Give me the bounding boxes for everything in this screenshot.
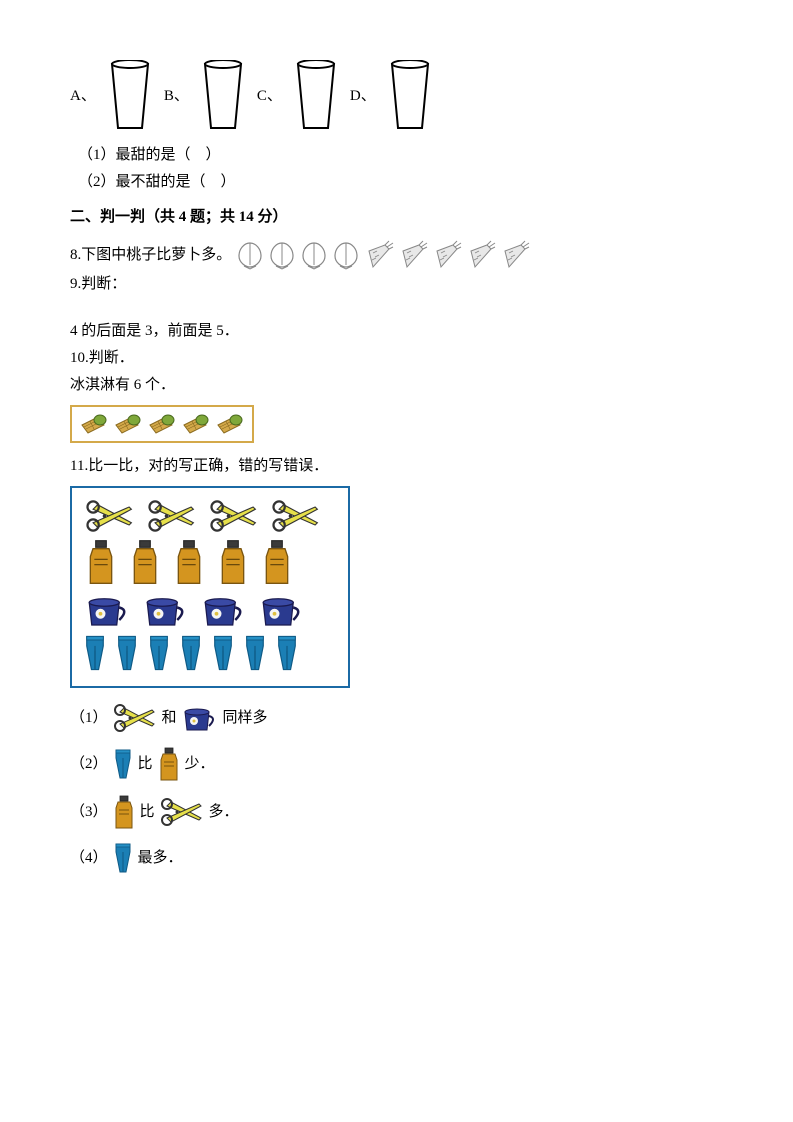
carrot-icon [397,240,429,270]
q8-text: 8.下图中桃子比萝卜多。 [70,242,231,269]
scissors-icon [112,702,158,734]
q11-s1c: 同样多 [223,705,268,732]
icecream-box [70,405,254,443]
bluecup-icon [181,702,219,734]
peach-icon [299,239,329,271]
q11-s1b: 和 [162,705,177,732]
bottle-icon [258,538,296,586]
cup-label-a: A、 [70,83,96,110]
bottle-icon [82,538,120,586]
q11-s1a: （1） [70,705,108,732]
q-cups-1: （1）最甜的是（ ） [78,142,723,169]
pants-icon [114,634,140,672]
pants-icon [112,842,134,874]
bottles-row [82,538,338,586]
q11-sub1: （1） 和 同样多 [70,702,723,734]
compare-box [70,486,350,688]
peach-icon [267,239,297,271]
q8-row: 8.下图中桃子比萝卜多。 [70,239,723,271]
q11-s2a: （2） [70,751,108,778]
pants-icon [146,634,172,672]
scissors-icon [268,498,324,534]
cups-row [82,590,338,630]
q11-s2c: 少． [185,751,215,778]
peach-icon [331,239,361,271]
q9-line2: 4 的后面是 3，前面是 5． [70,318,723,345]
cup-options-row: A、 B、 C、 D、 [70,60,723,132]
pants-icon [178,634,204,672]
bottle-icon [170,538,208,586]
carrot-icon [499,240,531,270]
scissors-icon [82,498,138,534]
q9-line1: 9.判断： [70,271,723,298]
scissors-icon [206,498,262,534]
icecream-icon [214,411,246,437]
bottle-icon [157,746,181,782]
bottle-icon [214,538,252,586]
bluecup-icon [198,590,250,630]
q11-s3c: 多． [209,799,239,826]
q11-s3a: （3） [70,799,108,826]
cup-label-c: C、 [257,83,282,110]
cup-label-d: D、 [350,83,376,110]
scissors-row [82,498,338,534]
scissors-icon [159,796,205,828]
cup-label-b: B、 [164,83,189,110]
q-cups-2: （2）最不甜的是（ ） [78,169,723,196]
q11-sub2: （2） 比 少． [70,746,723,782]
bluecup-icon [140,590,192,630]
q11-s4a: （4） [70,845,108,872]
cup-a-icon [106,60,154,132]
bottle-icon [112,794,136,830]
section-2-header: 二、判一判（共 4 题；共 14 分） [70,204,723,231]
pants-icon [82,634,108,672]
scissors-icon [144,498,200,534]
q10-line2: 冰淇淋有 6 个． [70,372,723,399]
pants-icon [210,634,236,672]
q11-sub3: （3） 比 多． [70,794,723,830]
q11-s3b: 比 [140,799,155,826]
pants-row [82,634,338,672]
bluecup-icon [82,590,134,630]
q11-s2b: 比 [138,751,153,778]
peach-icon [235,239,265,271]
q11-sub4: （4） 最多． [70,842,723,874]
q11-s4b: 最多． [138,845,183,872]
q10-line1: 10.判断． [70,345,723,372]
q11-title: 11.比一比，对的写正确，错的写错误． [70,453,723,480]
q8-icons [235,239,531,271]
bottle-icon [126,538,164,586]
pants-icon [274,634,300,672]
pants-icon [242,634,268,672]
bluecup-icon [256,590,308,630]
carrot-icon [431,240,463,270]
carrot-icon [363,240,395,270]
cup-d-icon [386,60,434,132]
cup-c-icon [292,60,340,132]
icecream-icon [78,411,110,437]
icecream-icon [112,411,144,437]
pants-icon [112,748,134,780]
cup-b-icon [199,60,247,132]
icecream-icon [146,411,178,437]
carrot-icon [465,240,497,270]
icecream-icon [180,411,212,437]
